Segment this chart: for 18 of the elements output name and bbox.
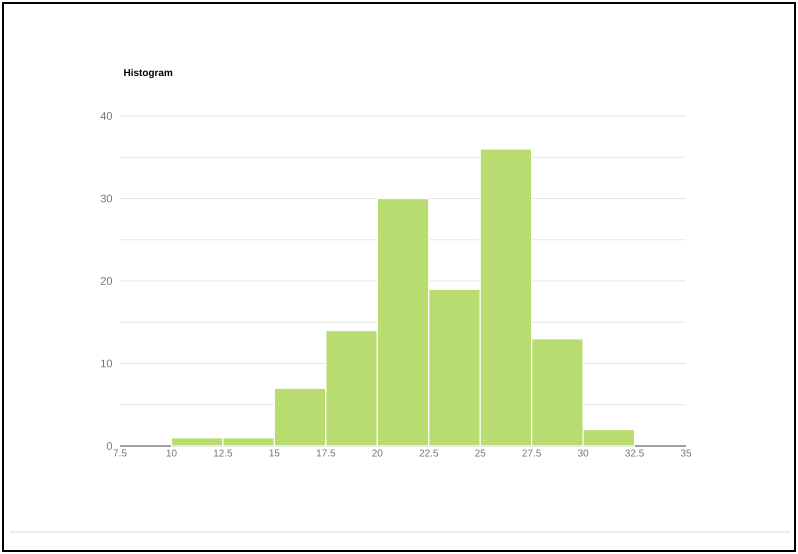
y-tick-label: 20 — [100, 277, 112, 285]
x-tick-label: 20 — [372, 450, 382, 457]
x-tick-label: 15 — [270, 450, 280, 456]
chart-title: Histogram — [124, 68, 172, 78]
x-tick-label: 35 — [680, 450, 692, 457]
y-tick-label: 40 — [100, 112, 112, 120]
y-tick-label: 30 — [100, 194, 112, 202]
x-tick-label: 25 — [475, 450, 486, 457]
x-tick-label: 7.5 — [114, 450, 127, 456]
y-tick-label: 10 — [101, 360, 112, 368]
x-tick-label: 10 — [166, 450, 177, 457]
x-tick-label: 22.5 — [420, 450, 438, 457]
y-tick-label: 0 — [106, 442, 112, 450]
x-tick-label: 27.5 — [522, 450, 541, 457]
x-tick-label: 12.5 — [214, 450, 232, 457]
x-tick-label: 32.5 — [625, 450, 644, 457]
x-tick-label: 30 — [578, 450, 588, 457]
x-tick-label: 17.5 — [316, 450, 336, 456]
